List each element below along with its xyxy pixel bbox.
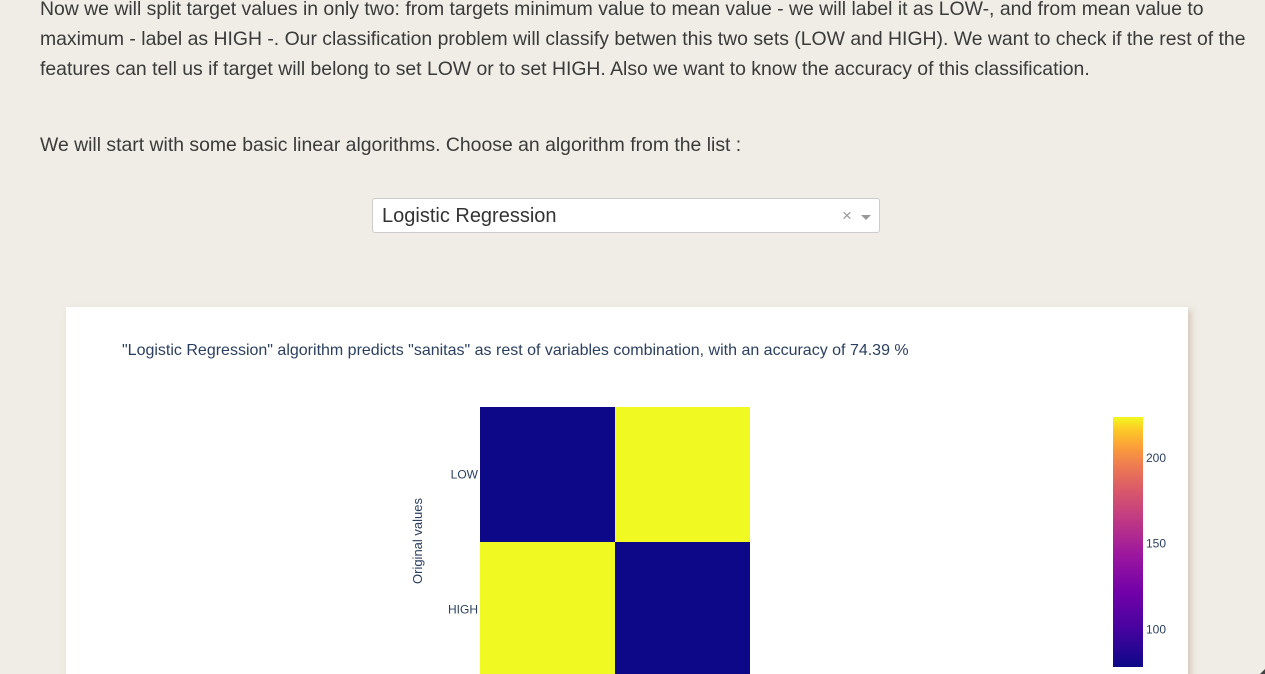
heatmap-cell	[480, 542, 615, 674]
colorbar-tick-label: 150	[1146, 537, 1166, 551]
colorbar-ticks: 100 150 200	[1146, 451, 1166, 636]
y-tick-label: LOW	[451, 468, 479, 482]
algorithm-dropdown-value: Logistic Regression	[382, 205, 557, 227]
colorbar	[1113, 417, 1143, 667]
colorbar-tick-label: 100	[1146, 622, 1166, 636]
confusion-matrix-heatmap: LOW HIGH Original values 100 150 200	[410, 407, 1166, 674]
heatmap-cells	[480, 407, 750, 674]
chevron-down-icon[interactable]	[861, 215, 871, 220]
heatmap-cell	[615, 407, 750, 542]
heatmap-cell	[480, 407, 615, 542]
y-tick-labels: LOW HIGH	[448, 468, 479, 617]
y-axis-label: Original values	[410, 498, 425, 584]
algorithm-dropdown[interactable]: Logistic Regression ×	[372, 198, 880, 233]
algorithm-prompt: We will start with some basic linear alg…	[40, 134, 742, 156]
heatmap-cell	[615, 542, 750, 674]
colorbar-tick-label: 200	[1146, 451, 1166, 465]
chart-title: "Logistic Regression" algorithm predicts…	[122, 342, 909, 359]
resize-handle[interactable]	[1260, 669, 1265, 674]
y-tick-label: HIGH	[448, 603, 478, 617]
chart-card: "Logistic Regression" algorithm predicts…	[66, 307, 1188, 674]
clear-icon[interactable]: ×	[842, 206, 852, 225]
intro-paragraph: Now we will split target values in only …	[40, 0, 1246, 80]
